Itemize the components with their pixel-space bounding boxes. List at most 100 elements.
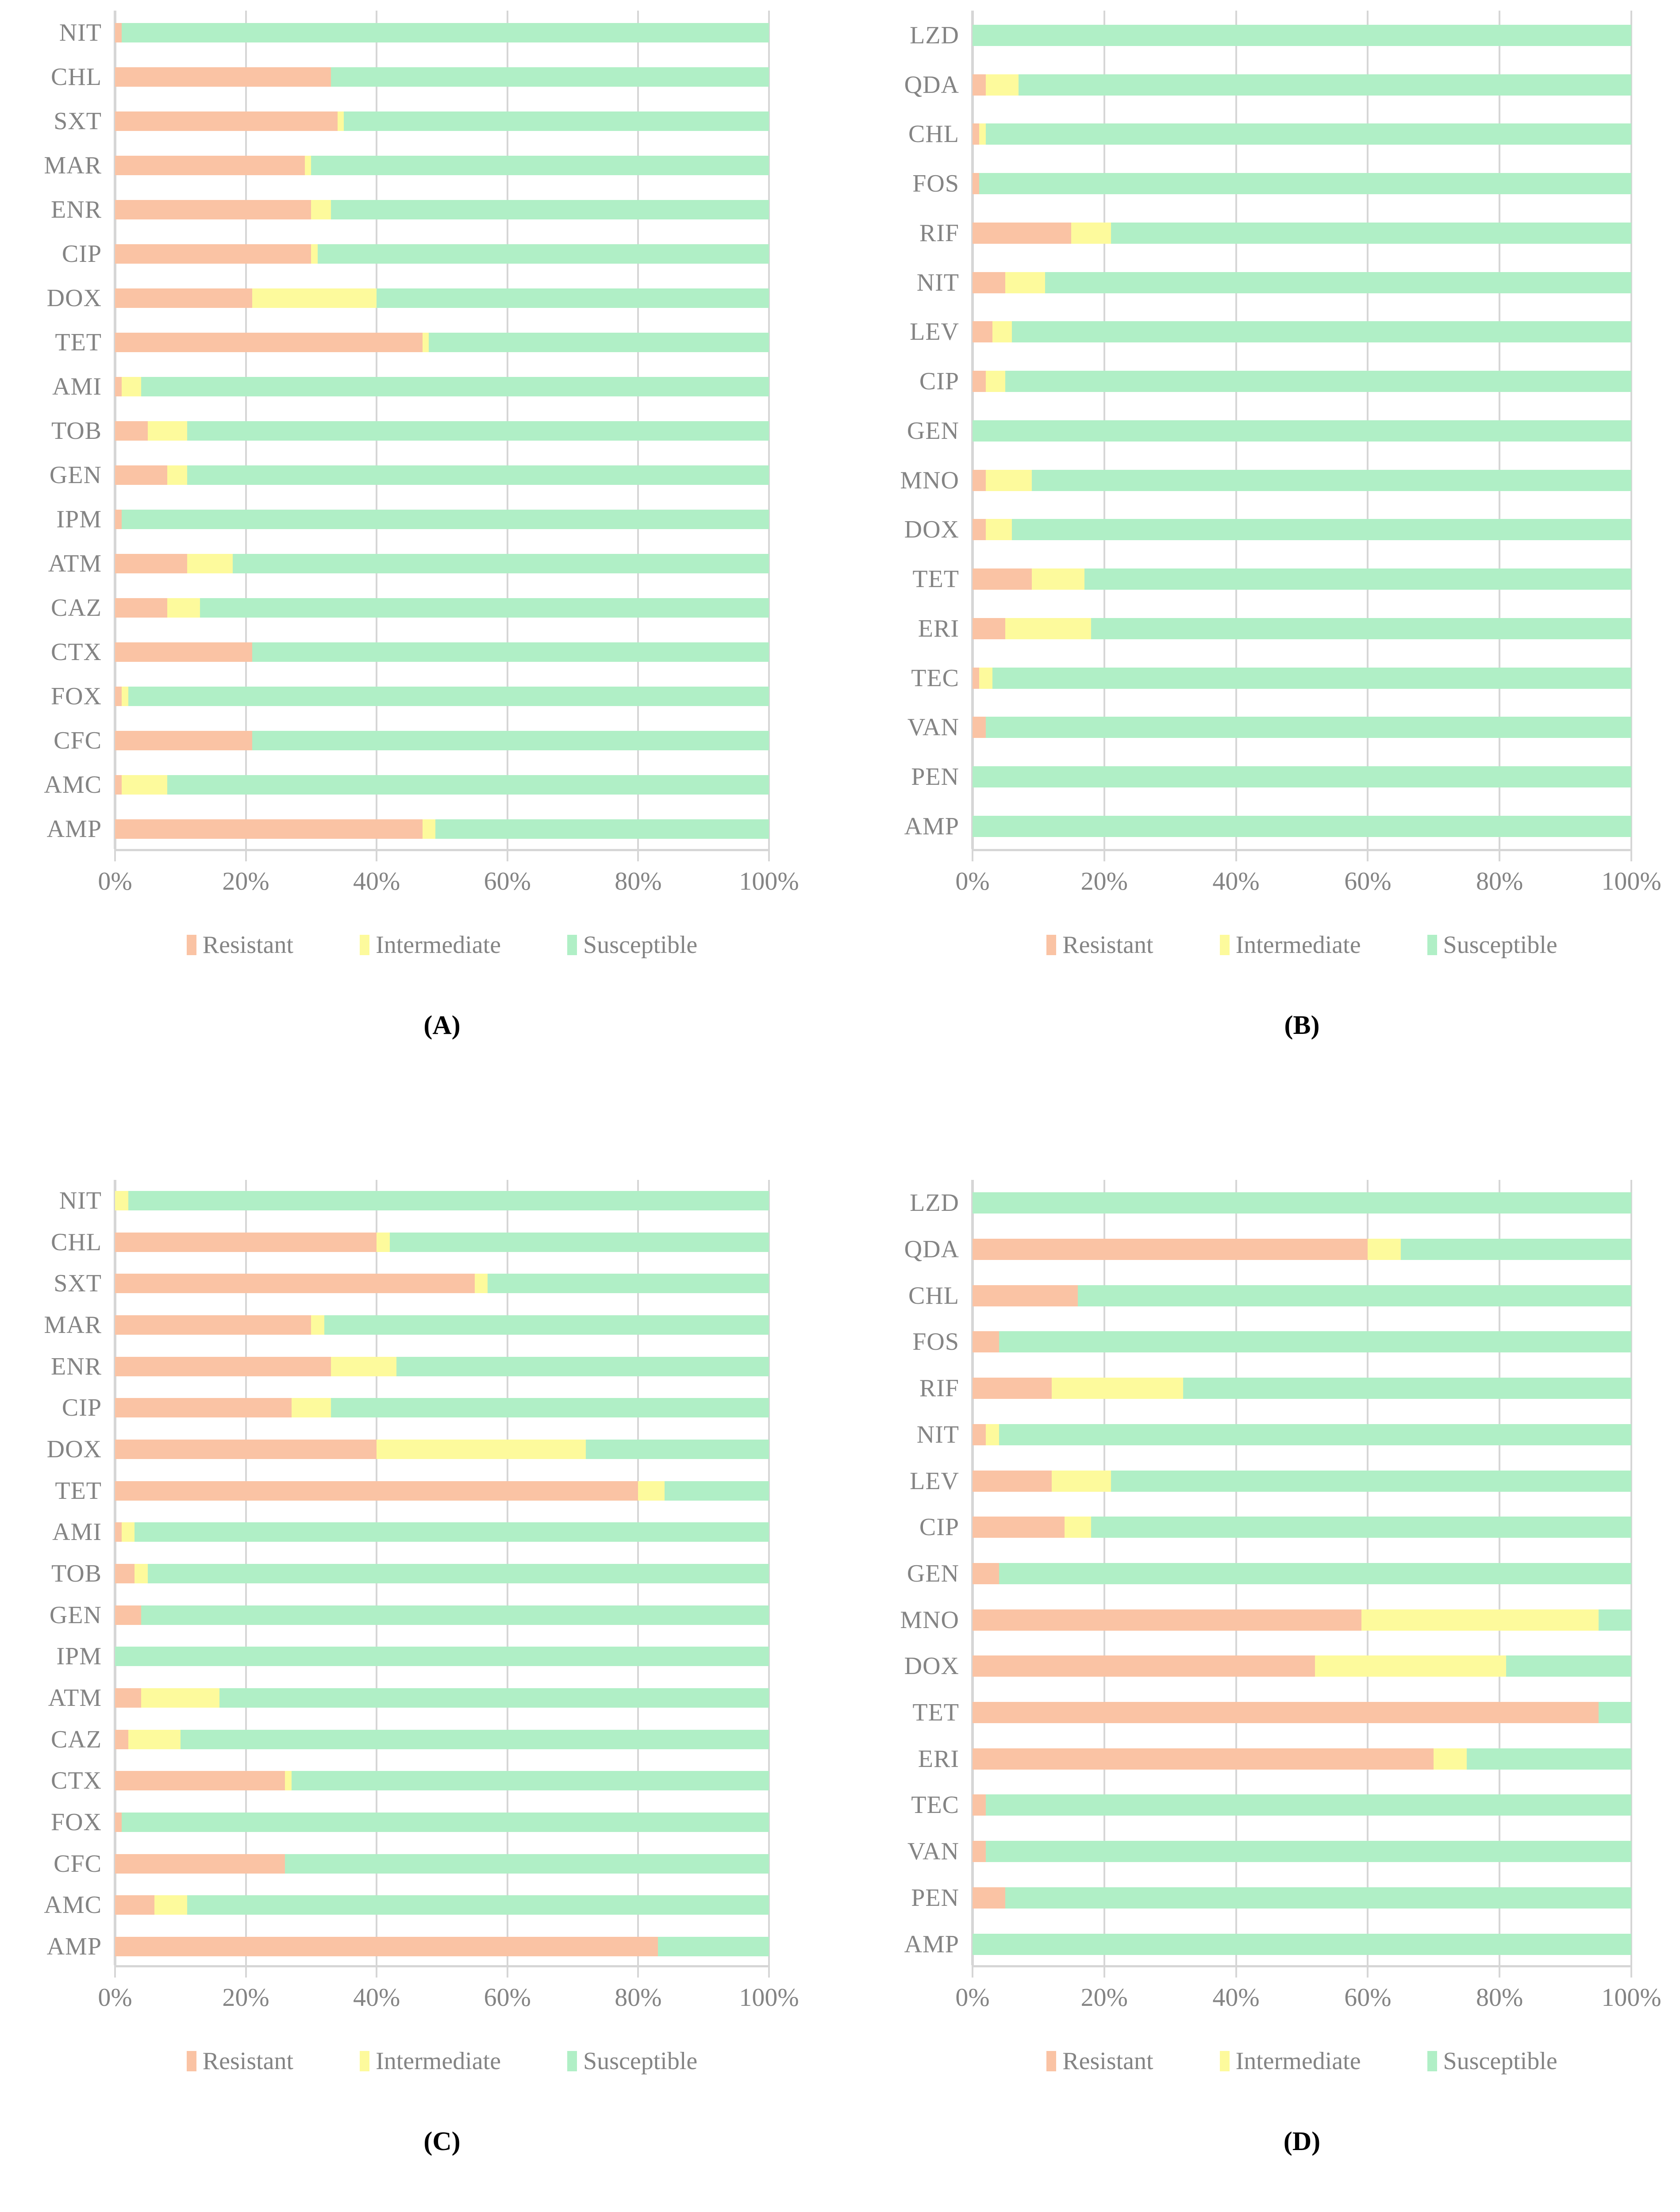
- susceptible-segment: [1019, 74, 1631, 96]
- resistant-segment: [973, 1331, 999, 1353]
- susceptible-segment: [488, 1274, 769, 1294]
- bar-row: ERI: [888, 614, 1631, 643]
- susceptible-segment: [1466, 1748, 1631, 1770]
- bar-row: LEV: [888, 318, 1631, 346]
- category-label: MAR: [44, 152, 102, 179]
- susceptible-swatch: [1427, 2051, 1437, 2071]
- category-label: PEN: [911, 763, 959, 791]
- category-label: NIT: [916, 269, 959, 296]
- intermediate-segment: [1065, 1517, 1091, 1538]
- susceptible-segment: [992, 667, 1631, 689]
- grid-line: [1630, 1180, 1632, 1965]
- bar-row: CTX: [31, 1767, 769, 1795]
- panel-a: NIT CHL SXT MAR ENR CIP DOX TET AMI TOB GEN IPM ATM C…: [0, 0, 840, 1118]
- category-label: VAN: [907, 1838, 959, 1866]
- resistant-segment: [115, 775, 122, 795]
- intermediate-swatch: [1219, 2051, 1230, 2071]
- bar-row: AMP: [888, 1930, 1631, 1959]
- intermediate-swatch: [360, 935, 370, 955]
- panel-caption: (D): [1283, 2127, 1321, 2156]
- category-label: AMP: [46, 815, 102, 843]
- susceptible-segment: [1598, 1702, 1631, 1724]
- bar-row: FOS: [888, 1328, 1631, 1356]
- susceptible-segment: [187, 1895, 769, 1915]
- bars-container: NIT CHL SXT MAR ENR CIP DOX TET AMI TOB GEN IPM ATM C…: [31, 1180, 769, 1967]
- bar-row: FOX: [31, 682, 769, 710]
- intermediate-segment: [1051, 1470, 1111, 1492]
- category-label: CFC: [54, 727, 102, 754]
- axis-tick: [1103, 1965, 1105, 1978]
- axis-tick: [1103, 849, 1105, 861]
- resistant-swatch: [186, 2051, 196, 2071]
- bar-row: DOX: [31, 1435, 769, 1463]
- bar-row: QDA: [888, 1235, 1631, 1263]
- susceptible-segment: [396, 1356, 769, 1376]
- category-label: DOX: [904, 516, 959, 544]
- axis-tick: [1367, 849, 1369, 861]
- bar-row: CIP: [888, 367, 1631, 396]
- susceptible-segment: [128, 687, 769, 706]
- category-label: CIP: [919, 1513, 959, 1541]
- axis-tick-label: 80%: [615, 867, 662, 895]
- resistant-segment: [115, 1439, 377, 1459]
- category-label: QDA: [904, 1236, 959, 1263]
- axis-tick-label: 60%: [484, 1983, 531, 2012]
- bar-row: CIP: [888, 1513, 1631, 1541]
- stacked-bar: [973, 1841, 1631, 1863]
- intermediate-segment: [331, 1356, 396, 1376]
- grid-line: [768, 1180, 770, 1965]
- category-label: GEN: [907, 417, 959, 445]
- resistant-segment: [973, 1563, 999, 1584]
- resistant-segment: [973, 1655, 1315, 1677]
- category-label: CHL: [908, 1282, 959, 1310]
- axis-tick: [1499, 1965, 1501, 1978]
- bar-row: CFC: [31, 726, 769, 755]
- axis-tick-label: 0%: [955, 867, 990, 895]
- susceptible-segment: [973, 815, 1631, 837]
- susceptible-segment: [187, 421, 769, 441]
- stacked-bar: [973, 1609, 1631, 1631]
- susceptible-segment: [115, 1647, 769, 1667]
- stacked-bar: [115, 642, 769, 662]
- category-label: CHL: [51, 63, 102, 91]
- bar-row: VAN: [888, 713, 1631, 741]
- susceptible-segment: [331, 200, 769, 219]
- susceptible-segment: [121, 510, 769, 529]
- category-label: TET: [912, 565, 959, 593]
- plot-area-a: NIT CHL SXT MAR ENR CIP DOX TET AMI TOB GEN IPM ATM C…: [31, 11, 770, 861]
- stacked-bar: [115, 67, 769, 87]
- bar-row: NIT: [888, 1421, 1631, 1449]
- axis-tick: [768, 849, 770, 861]
- intermediate-segment: [638, 1481, 665, 1501]
- resistant-segment: [973, 1517, 1065, 1538]
- intermediate-segment: [167, 598, 200, 618]
- resistant-segment: [973, 222, 1072, 244]
- intermediate-segment: [1361, 1609, 1599, 1631]
- axis-tick: [637, 1965, 639, 1978]
- resistant-segment: [115, 1563, 135, 1583]
- susceptible-segment: [1012, 519, 1631, 541]
- stacked-bar: [973, 1655, 1631, 1677]
- category-label: CIP: [62, 1394, 102, 1422]
- intermediate-segment: [285, 1771, 292, 1791]
- stacked-bar: [973, 222, 1631, 244]
- bar-row: CHL: [31, 63, 769, 91]
- resistant-segment: [115, 1688, 142, 1708]
- category-label: ENR: [51, 196, 102, 223]
- resistant-segment: [973, 1887, 1006, 1909]
- stacked-bar: [973, 74, 1631, 96]
- legend-label: Susceptible: [1443, 931, 1557, 959]
- susceptible-segment: [147, 1563, 769, 1583]
- category-label: AMP: [904, 812, 959, 840]
- susceptible-segment: [1012, 321, 1631, 343]
- category-label: TEC: [911, 664, 959, 692]
- axis-tick: [245, 1965, 247, 1978]
- axis-tick-label: 0%: [98, 1983, 132, 2012]
- resistant-segment: [115, 377, 122, 396]
- stacked-bar: [115, 333, 769, 352]
- category-label: CTX: [51, 638, 102, 666]
- stacked-bar: [115, 1688, 769, 1708]
- stacked-bar: [973, 173, 1631, 195]
- legend: Resistant Intermediate Susceptible: [115, 931, 769, 959]
